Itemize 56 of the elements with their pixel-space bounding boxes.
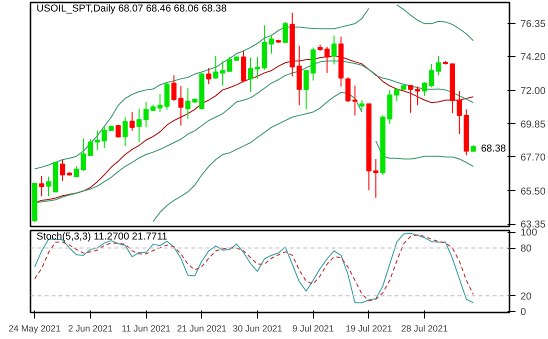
x-tick-label: 24 May 2021 <box>8 324 61 334</box>
y-tick-label: 20 <box>520 291 532 302</box>
candlestick <box>88 138 93 157</box>
candlestick <box>143 101 149 128</box>
y-tick-label: 80 <box>520 244 532 255</box>
x-tick-label: 11 Jun 2021 <box>122 324 171 334</box>
candlestick <box>415 86 420 106</box>
x-tick-label: 21 Jun 2021 <box>177 324 227 334</box>
text: 68.38 <box>480 143 506 154</box>
candlestick <box>352 85 358 116</box>
candlestick <box>359 100 364 111</box>
candlestick <box>345 76 351 102</box>
candlestick <box>136 108 142 142</box>
y-tick-label: 74.20 <box>520 52 546 64</box>
y-tick-label: 76.35 <box>520 18 546 30</box>
y-tick-label: 72.00 <box>520 86 546 98</box>
chart-title: Stoch(5,3,3) 11.2700 21.7711 <box>36 232 168 242</box>
y-tick-label: 100 <box>520 228 538 239</box>
candlestick <box>428 63 434 88</box>
candlestick <box>46 176 52 197</box>
x-tick-label: 30 Jun 2021 <box>232 324 282 334</box>
candlestick <box>282 21 288 44</box>
candlestick <box>130 112 135 132</box>
candlestick <box>60 159 66 182</box>
y-tick-label: 67.70 <box>520 152 546 164</box>
y-tick-label: 0 <box>520 307 526 318</box>
candlestick <box>394 88 400 102</box>
candlestick <box>116 124 121 138</box>
candlestick <box>373 158 378 198</box>
candlestick <box>331 35 337 65</box>
candlestick <box>422 82 428 96</box>
x-tick-label: 2 Jun 2021 <box>68 324 113 334</box>
candlestick <box>254 56 260 80</box>
candlestick <box>39 175 44 197</box>
candlestick <box>436 55 442 76</box>
y-tick-label: 69.85 <box>520 119 546 130</box>
candlestick <box>157 94 163 113</box>
x-tick-label: 9 Jul 2021 <box>292 324 334 334</box>
y-tick-label: 65.50 <box>520 186 546 198</box>
candlestick <box>80 138 86 172</box>
candlestick <box>164 82 170 110</box>
candlestick <box>74 166 80 178</box>
chart-title: USOIL_SPT,Daily 68.07 68.46 68.06 68.38 <box>36 4 228 14</box>
candlestick <box>268 34 274 54</box>
candlestick <box>227 56 232 73</box>
candlestick <box>248 57 254 92</box>
candlestick <box>408 85 414 114</box>
candlestick <box>240 50 246 83</box>
candlestick <box>456 90 462 135</box>
candlestick <box>206 68 212 85</box>
x-tick-label: 28 Jul 2021 <box>401 324 448 334</box>
candlestick <box>178 85 184 126</box>
candlestick <box>122 116 128 147</box>
candlestick <box>324 46 330 74</box>
x-tick-label: 19 Jul 2021 <box>346 324 392 334</box>
candlestick <box>171 74 177 102</box>
